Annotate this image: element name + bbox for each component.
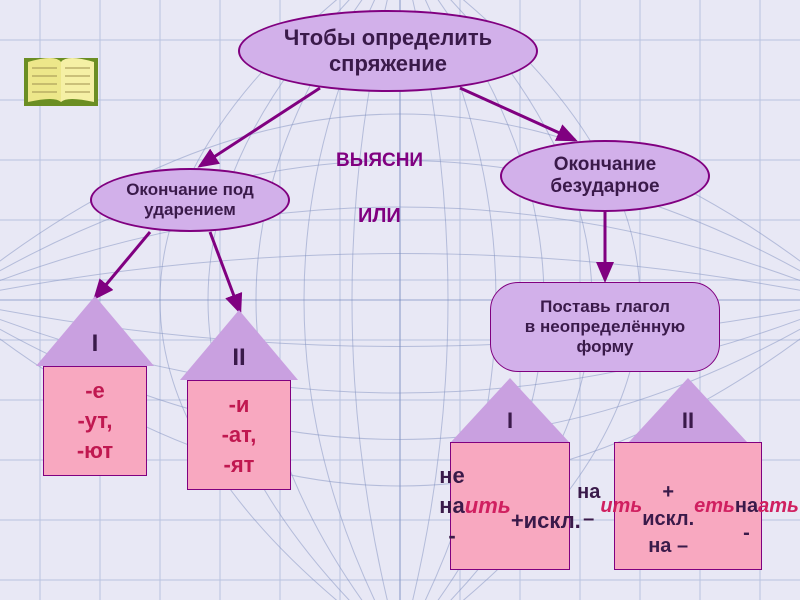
house-2-body: -и-ат,-ят xyxy=(187,380,291,490)
root-text: Чтобы определить спряжение xyxy=(284,25,492,77)
house-1-roof: I xyxy=(36,296,154,366)
left-node: Окончание под ударением xyxy=(90,168,290,232)
house-2-roof: II xyxy=(180,310,298,380)
house-4-body: на –ить+ искл.на –етьна -ать xyxy=(614,442,762,570)
house-4-roof-label: II xyxy=(682,408,694,434)
or-label: ИЛИ xyxy=(358,205,401,228)
diagram-content: Чтобы определить спряжение Окончание под… xyxy=(0,0,800,600)
house-2-roof-label: II xyxy=(232,344,245,372)
house-2: II -и-ат,-ят xyxy=(180,310,298,490)
left-text: Окончание под ударением xyxy=(126,180,254,220)
house-3: I не на-ить+искл. xyxy=(450,378,570,570)
house-3-roof-label: I xyxy=(507,408,513,434)
house-1: I -е-ут,-ют xyxy=(36,296,154,476)
infinitive-text: Поставь глагол в неопределённую форму xyxy=(525,297,685,357)
house-4-roof: II xyxy=(629,378,747,442)
right-node: Окончание безударное xyxy=(500,140,710,212)
right-text: Окончание безударное xyxy=(550,154,659,198)
house-1-body: -е-ут,-ют xyxy=(43,366,147,476)
root-node: Чтобы определить спряжение xyxy=(238,10,538,92)
house-3-body: не на-ить+искл. xyxy=(450,442,570,570)
house-4: II на –ить+ искл.на –етьна -ать xyxy=(614,378,762,570)
clarify-label: ВЫЯСНИ xyxy=(336,150,423,172)
house-1-roof-label: I xyxy=(92,330,99,358)
infinitive-node: Поставь глагол в неопределённую форму xyxy=(490,282,720,372)
house-3-roof: I xyxy=(451,378,569,442)
